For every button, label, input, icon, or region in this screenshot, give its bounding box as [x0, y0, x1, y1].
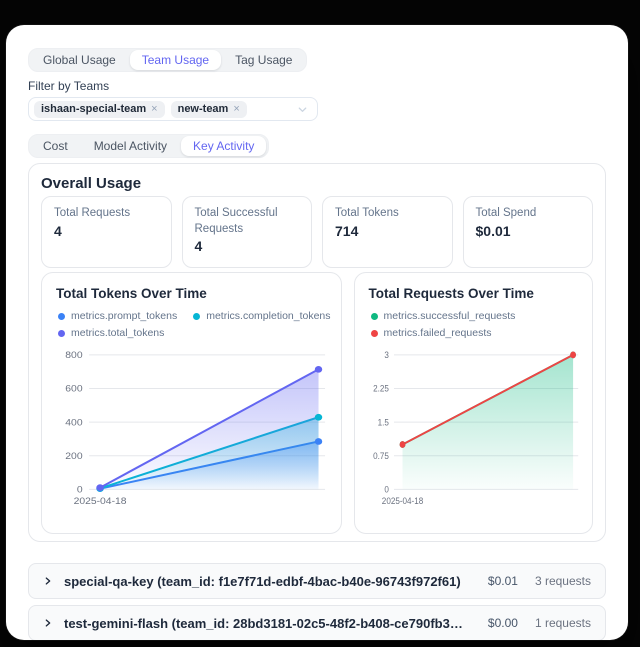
- stat-total-requests: Total Requests 4: [41, 196, 172, 268]
- stat-label: Total Spend: [475, 207, 537, 219]
- legend-item: metrics.total_tokens: [58, 327, 177, 339]
- stat-label: Total Requests: [54, 207, 131, 219]
- svg-text:3: 3: [384, 349, 389, 360]
- legend-item: metrics.successful_requests: [370, 310, 516, 322]
- svg-text:800: 800: [65, 350, 83, 360]
- chart-legend: metrics.prompt_tokens metrics.completion…: [52, 310, 331, 339]
- key-spend: $0.01: [487, 574, 518, 588]
- stat-label: Total Tokens: [335, 207, 399, 219]
- legend-dot-icon: [58, 329, 65, 337]
- charts-row: Total Tokens Over Time metrics.prompt_to…: [41, 272, 593, 534]
- legend-label: metrics.completion_tokens: [206, 310, 331, 322]
- key-list: special-qa-key (team_id: f1e7f71d-edbf-4…: [28, 563, 606, 640]
- tab-key-activity[interactable]: Key Activity: [181, 136, 267, 156]
- key-row-special-qa-key[interactable]: special-qa-key (team_id: f1e7f71d-edbf-4…: [28, 563, 606, 599]
- svg-text:1.5: 1.5: [377, 417, 388, 428]
- svg-text:0: 0: [384, 484, 389, 495]
- stat-total-successful-requests: Total Successful Requests 4: [181, 196, 312, 268]
- stat-total-tokens: Total Tokens 714: [322, 196, 453, 268]
- usage-scope-tabs: Global Usage Team Usage Tag Usage: [28, 48, 308, 72]
- tokens-over-time-chart: 0 200 400 600 800 2025-04-18: [65, 350, 326, 507]
- stat-value: 4: [194, 238, 203, 255]
- selected-team-tag: new-team ×: [170, 100, 247, 118]
- svg-text:0.75: 0.75: [373, 450, 389, 461]
- svg-text:200: 200: [65, 451, 83, 461]
- key-row-test-gemini-flash[interactable]: test-gemini-flash (team_id: 28bd3181-02c…: [28, 605, 606, 640]
- legend-label: metrics.prompt_tokens: [71, 310, 178, 322]
- stat-total-spend: Total Spend $0.01: [462, 196, 593, 268]
- team-tag-label: ishaan-special-team: [41, 102, 147, 115]
- svg-text:400: 400: [65, 418, 83, 428]
- legend-dot-icon: [370, 312, 378, 320]
- tokens-over-time-card: Total Tokens Over Time metrics.prompt_to…: [41, 272, 342, 534]
- chart-title: Total Tokens Over Time: [56, 286, 207, 301]
- remove-team-icon[interactable]: ×: [233, 102, 240, 115]
- team-filter-select[interactable]: ishaan-special-team × new-team ×: [28, 97, 318, 121]
- svg-text:600: 600: [65, 384, 83, 394]
- remove-team-icon[interactable]: ×: [151, 102, 158, 115]
- key-spend: $0.00: [487, 616, 518, 630]
- tab-team-usage[interactable]: Team Usage: [129, 50, 222, 70]
- stat-value: 714: [335, 222, 359, 239]
- stat-value: 4: [54, 222, 62, 239]
- chart-legend: metrics.successful_requests metrics.fail…: [365, 310, 582, 339]
- chart-title: Total Requests Over Time: [368, 286, 534, 301]
- requests-over-time-card: Total Requests Over Time metrics.success…: [353, 272, 593, 534]
- chevron-right-icon[interactable]: [43, 576, 53, 586]
- filter-by-teams-label: Filter by Teams: [28, 79, 110, 93]
- tab-global-usage[interactable]: Global Usage: [43, 53, 116, 67]
- tab-tag-usage[interactable]: Tag Usage: [235, 53, 293, 67]
- key-request-count: 3 requests: [534, 574, 591, 588]
- chevron-down-icon[interactable]: [297, 104, 308, 115]
- legend-item: metrics.prompt_tokens: [58, 310, 177, 322]
- tab-cost[interactable]: Cost: [43, 139, 68, 153]
- overall-usage-title: Overall Usage: [41, 175, 142, 192]
- tab-model-activity[interactable]: Model Activity: [93, 139, 168, 153]
- svg-text:2.25: 2.25: [373, 383, 389, 394]
- stat-label: Total Successful Requests: [194, 207, 278, 235]
- svg-text:0: 0: [77, 485, 83, 495]
- key-name: special-qa-key (team_id: f1e7f71d-edbf-4…: [64, 573, 461, 589]
- requests-over-time-chart: 0 0.75 1.5 2.25 3 2025-04-18: [373, 349, 578, 507]
- stats-grid: Total Requests 4 Total Successful Reques…: [41, 196, 593, 268]
- legend-dot-icon: [58, 312, 65, 320]
- dashboard-panel: Global Usage Team Usage Tag Usage Filter…: [6, 25, 628, 640]
- key-request-count: 1 requests: [534, 616, 591, 630]
- legend-dot-icon: [370, 329, 378, 337]
- chevron-right-icon[interactable]: [43, 618, 53, 628]
- legend-item: metrics.completion_tokens: [193, 310, 331, 322]
- legend-label: metrics.failed_requests: [383, 327, 492, 339]
- team-tag-label: new-team: [177, 102, 229, 115]
- activity-tabs: Cost Model Activity Key Activity: [28, 134, 270, 158]
- legend-label: metrics.total_tokens: [71, 327, 165, 339]
- overall-usage-card: Overall Usage Total Requests 4 Total Suc…: [28, 163, 606, 542]
- legend-label: metrics.successful_requests: [383, 310, 516, 322]
- svg-text:2025-04-18: 2025-04-18: [74, 497, 127, 507]
- selected-team-tag: ishaan-special-team ×: [34, 100, 165, 118]
- legend-item: metrics.failed_requests: [370, 327, 516, 339]
- key-name: test-gemini-flash (team_id: 28bd3181-02c…: [64, 615, 466, 631]
- svg-text:2025-04-18: 2025-04-18: [381, 496, 423, 507]
- legend-dot-icon: [193, 312, 201, 320]
- stat-value: $0.01: [475, 222, 511, 239]
